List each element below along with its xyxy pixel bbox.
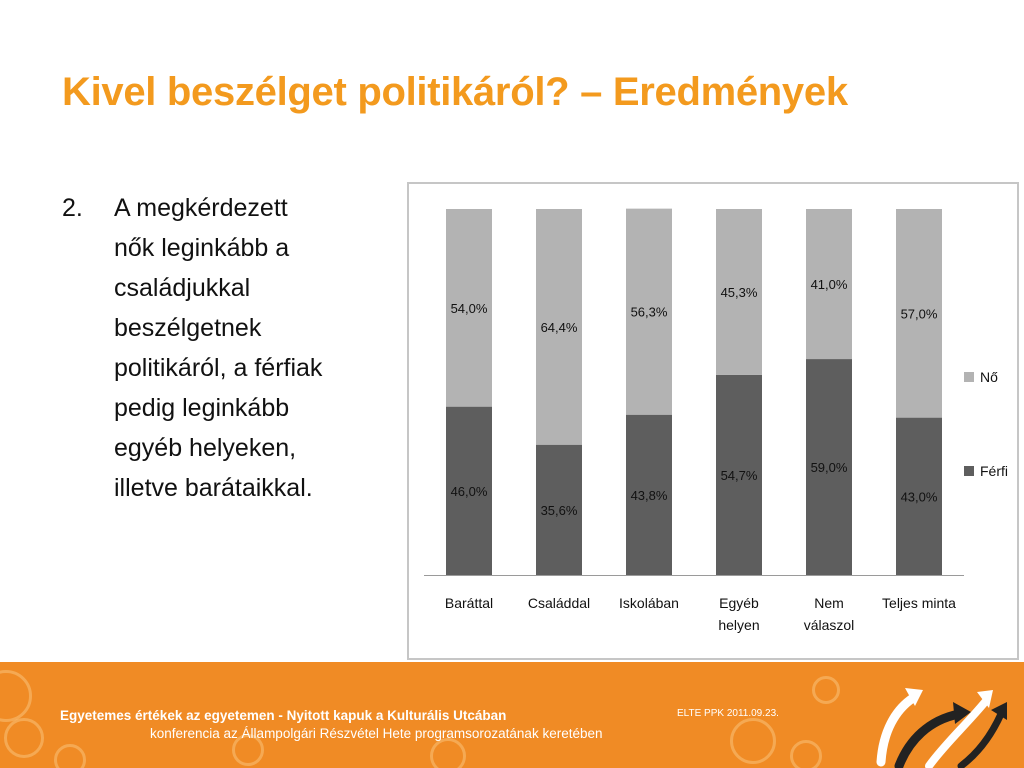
bullet-line: nők leginkább a: [114, 234, 290, 262]
bar-segment: [536, 444, 582, 575]
decorative-circle: [730, 718, 776, 764]
data-label: 59,0%: [811, 460, 848, 475]
bar-segment: [716, 209, 762, 375]
arrows-logo-icon: [876, 688, 1007, 768]
decorative-circle: [232, 734, 264, 766]
bullet-text: A megkérdezett nők leginkább a családjuk…: [114, 188, 394, 508]
bullet-line: pedig leginkább: [114, 394, 290, 422]
data-label: 45,3%: [721, 285, 758, 300]
x-tick-label: Családdal: [528, 595, 590, 611]
data-label: 54,0%: [451, 301, 488, 316]
decorative-circle: [0, 670, 32, 722]
data-label: 43,8%: [631, 488, 668, 503]
bullet-line: illetve barátaikkal.: [114, 474, 313, 502]
decorative-circle: [790, 740, 822, 768]
bullet-number: 2.: [62, 194, 83, 222]
x-tick-label: Baráttal: [445, 595, 493, 611]
bar-segment: [536, 209, 582, 445]
bullet-line: családjukkal: [114, 274, 251, 302]
data-label: 46,0%: [451, 484, 488, 499]
bar-segment: [446, 406, 492, 575]
data-label: 43,0%: [901, 489, 938, 504]
data-label: 64,4%: [541, 320, 578, 335]
x-tick-label: Teljes minta: [882, 595, 956, 611]
data-label: 41,0%: [811, 277, 848, 292]
decorative-circle: [430, 738, 466, 768]
bar-segment: [806, 209, 852, 360]
data-label: 54,7%: [721, 468, 758, 483]
legend-label: Nő: [980, 369, 998, 385]
bar-segment: [446, 209, 492, 407]
bar-segment: [806, 359, 852, 575]
footer-subtitle: konferencia az Állampolgári Részvétel He…: [150, 726, 603, 741]
decorative-circle: [4, 718, 44, 758]
bullet-line: beszélgetnek: [114, 314, 262, 342]
legend-swatch: [964, 372, 974, 382]
data-label: 57,0%: [901, 306, 938, 321]
bar-segment: [716, 374, 762, 575]
data-label: 35,6%: [541, 503, 578, 518]
chart-frame: 46,0% 54,0% Baráttal 35,6% 64,4% Családdal 43,…: [407, 182, 1019, 660]
footer-title: Egyetemes értékek az egyetemen - Nyitott…: [60, 708, 507, 723]
decorative-circle: [54, 744, 86, 768]
x-tick-label: Nem: [814, 595, 844, 611]
x-tick-label: Iskolában: [619, 595, 679, 611]
bar-segment: [626, 208, 672, 415]
bar-segment: [626, 414, 672, 575]
footer-date: ELTE PPK 2011.09.23.: [677, 708, 779, 719]
bar-segment: [896, 417, 942, 575]
footer-banner: Egyetemes értékek az egyetemen - Nyitott…: [0, 662, 1024, 768]
bullet-line: egyéb helyeken,: [114, 434, 297, 462]
bar-segment: [896, 209, 942, 418]
stacked-bar-chart: 46,0% 54,0% Baráttal 35,6% 64,4% Családdal 43,…: [424, 208, 1008, 633]
legend-label: Férfi: [980, 463, 1008, 479]
bullet-line: A megkérdezett: [114, 194, 288, 222]
slide-title: Kivel beszélget politikáról? – Eredménye…: [62, 70, 848, 114]
x-tick-label: válaszol: [804, 617, 855, 633]
x-tick-label: helyen: [718, 617, 759, 633]
data-label: 56,3%: [631, 305, 668, 320]
decorative-circle: [812, 676, 840, 704]
x-tick-label: Egyéb: [719, 595, 759, 611]
bullet-line: politikáról, a férfiak: [114, 354, 323, 382]
legend-swatch: [964, 466, 974, 476]
